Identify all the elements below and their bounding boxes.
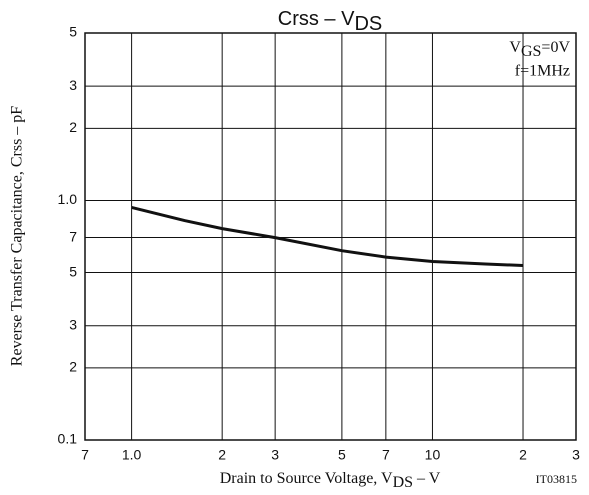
y-tick-label: 3 [69,77,77,93]
curve [131,205,524,267]
y-tick-label: 7 [69,228,77,244]
y-tick-label: 0.1 [58,431,78,447]
y-tick-label: 2 [69,359,77,375]
figure-id: IT03815 [536,472,577,486]
y-tick-label: 5 [69,263,77,279]
x-tick-label: 1.0 [122,447,142,463]
x-tick-label: 3 [271,447,279,463]
x-tick-label: 7 [81,447,89,463]
x-label-sub: DS [393,474,413,491]
x-label-text: Drain to Source Voltage, V [220,470,393,487]
annotation: VGS=0V [509,39,570,60]
annotation-text: =0V [541,39,570,56]
x-tick-label: 10 [425,447,441,463]
annotation: f=1MHz [515,63,570,80]
x-tick-label: 7 [382,447,390,463]
annotation-text: V [509,39,521,56]
plot-frame [84,32,577,441]
chart-title: Crss – VDS [278,8,382,35]
title-text: Crss – V [278,8,355,30]
x-tick-label: 5 [338,447,346,463]
y-tick-label: 5 [69,24,77,40]
title-sub: DS [354,13,382,35]
y-axis-label: Reverse Transfer Capacitance, Crss – pF [9,106,26,366]
x-tick-label: 2 [519,447,527,463]
x-label-text: – V [413,470,441,487]
x-tick-label: 2 [218,447,226,463]
y-tick-label: 3 [69,316,77,332]
x-axis-label: Drain to Source Voltage, VDS – V [220,470,441,491]
x-tick-label: 3 [572,447,580,463]
y-tick-label: 2 [69,119,77,135]
y-tick-label: 1.0 [58,191,78,207]
annotation-sub: GS [521,43,541,60]
